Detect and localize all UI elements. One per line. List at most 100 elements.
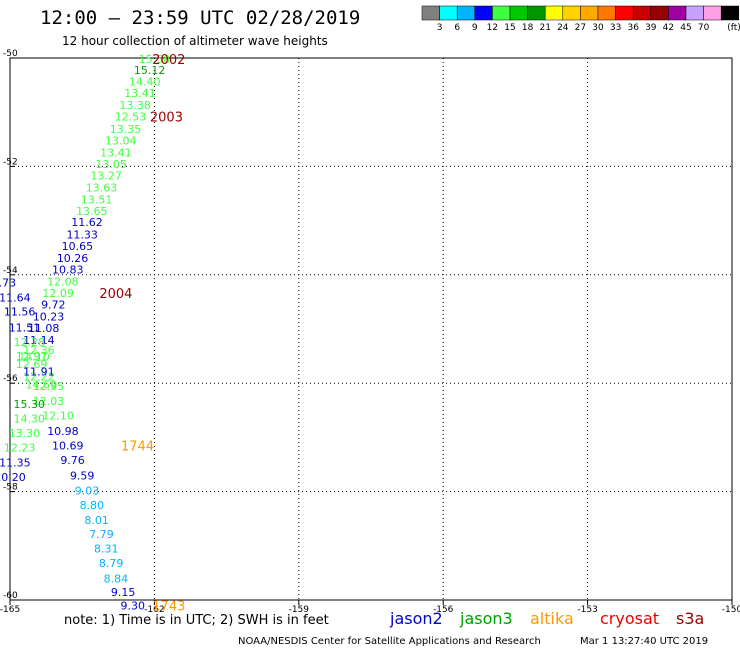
swh-value: 8.79 xyxy=(99,557,124,570)
legend-swatch xyxy=(544,5,564,21)
swh-value: 13.41 xyxy=(124,87,156,100)
swh-value: 14.10 xyxy=(18,351,50,364)
y-axis: -50 -52 -54 -56 -58 -60 xyxy=(3,49,18,601)
swh-value: 12.95 xyxy=(33,380,65,393)
time-label: 1743 xyxy=(152,599,185,614)
legend-label: 36 xyxy=(627,23,639,33)
swh-value: 9.15 xyxy=(111,586,136,599)
swh-value: 11.62 xyxy=(71,216,103,229)
swh-value: 12.36 xyxy=(23,344,55,357)
legend-label: 33 xyxy=(610,23,621,33)
swh-value: 12.03 xyxy=(33,395,65,408)
swh-value: 10.23 xyxy=(33,311,65,324)
legend-swatch xyxy=(668,5,687,21)
swh-value: 9.76 xyxy=(60,454,85,467)
swh-value: 13.41 xyxy=(100,146,132,159)
swh-value: 12.69 xyxy=(16,358,48,371)
swh-value: 12.53 xyxy=(115,111,147,124)
legend-label: 30 xyxy=(592,23,604,33)
x-tick-label: -150 xyxy=(722,605,740,615)
satellite-altika: altika xyxy=(530,609,574,628)
note-text: note: 1) Time is in UTC; 2) SWH is in fe… xyxy=(64,613,329,628)
swh-value: 10.20 xyxy=(0,471,26,484)
legend-label: 39 xyxy=(645,23,657,33)
swh-value: 11.64 xyxy=(0,292,31,305)
legend-swatch xyxy=(509,5,528,21)
satellite-legend: jason2 jason3 altika cryosat s3a xyxy=(389,609,704,628)
swh-value: 13.51 xyxy=(81,193,113,206)
swh-value: 9.30 xyxy=(120,599,145,612)
y-tick-label: -60 xyxy=(3,591,18,601)
legend-label: 12 xyxy=(487,23,498,33)
legend-swatch xyxy=(562,5,581,21)
swh-value: 12.22 xyxy=(23,371,55,384)
swh-value: 14.40 xyxy=(129,75,161,88)
swh-value: 13.38 xyxy=(119,99,151,112)
swh-value: 10.65 xyxy=(62,240,94,253)
time-label: 2002 xyxy=(152,53,185,68)
swh-value: 9.03 xyxy=(75,485,100,498)
swh-value: 8.84 xyxy=(104,572,129,585)
legend-swatch xyxy=(615,5,634,21)
swh-value: 11.08 xyxy=(28,322,60,335)
legend-unit: (ft) xyxy=(727,23,740,33)
satellite-cryosat: cryosat xyxy=(600,609,659,628)
swh-value: 12.09 xyxy=(42,287,74,300)
legend-label: 21 xyxy=(539,23,550,33)
swh-value: 10.26 xyxy=(57,252,89,265)
swh-value: 13.30 xyxy=(9,427,41,440)
legend-label: 15 xyxy=(504,23,515,33)
legend-label: 27 xyxy=(575,23,586,33)
y-tick-label: -54 xyxy=(3,266,18,276)
chart-subtitle: 12 hour collection of altimeter wave hei… xyxy=(62,34,328,48)
legend-swatch xyxy=(439,5,458,21)
legend-swatch xyxy=(650,5,669,21)
swh-value: 12.10 xyxy=(42,410,74,423)
legend-swatch xyxy=(632,5,652,21)
swh-value: 13.63 xyxy=(86,182,118,195)
legend-label: 24 xyxy=(557,23,569,33)
swh-value: 9.59 xyxy=(70,469,95,482)
swh-value: 9.72 xyxy=(41,299,66,312)
x-tick-label: -156 xyxy=(433,605,454,615)
swh-value: 13.27 xyxy=(91,170,123,183)
time-label: 1744 xyxy=(121,440,154,455)
swh-value: 13.35 xyxy=(110,123,142,136)
legend-swatch xyxy=(527,5,546,21)
legend-swatch xyxy=(720,5,740,21)
swh-value: 14.69 xyxy=(26,378,58,391)
x-tick-label: -153 xyxy=(577,605,597,615)
legend-label: 6 xyxy=(454,23,460,33)
y-tick-label: -56 xyxy=(3,374,18,384)
legend-swatch xyxy=(492,5,511,21)
time-label: 2004 xyxy=(99,287,132,302)
swh-value: 11.56 xyxy=(4,306,36,319)
x-tick-label: -165 xyxy=(0,605,20,615)
footer-timestamp: Mar 1 13:27:40 UTC 2019 xyxy=(580,636,708,647)
swh-value: 11.73 xyxy=(0,276,16,289)
swh-value: 15.30 xyxy=(14,398,46,411)
legend-swatch xyxy=(580,5,599,21)
swh-value: 13.05 xyxy=(95,158,127,171)
legend-label: 42 xyxy=(663,23,674,33)
x-tick-label: -162 xyxy=(144,605,164,615)
swh-value: 8.01 xyxy=(84,514,109,527)
color-legend: 3 6 9 12 15 18 21 24 27 30 33 36 39 42 45 70 (ft) xyxy=(421,5,740,33)
swh-value: 12.97 xyxy=(16,350,48,363)
swh-value: 10.83 xyxy=(52,263,84,276)
legend-swatch xyxy=(421,5,440,21)
x-axis: -165 -162 -159 -156 -153 -150 xyxy=(0,600,740,615)
swh-value: 11.51 xyxy=(9,321,41,334)
swh-value: 14.30 xyxy=(14,412,46,425)
satellite-s3a: s3a xyxy=(676,609,704,628)
swh-values: 15.5815.1214.4013.4113.3812.5313.3513.04… xyxy=(0,53,170,612)
legend-swatch xyxy=(703,5,722,21)
legend-label: 3 xyxy=(437,23,443,33)
y-tick-label: -50 xyxy=(3,49,18,59)
satellite-jason3: jason3 xyxy=(459,609,513,628)
swh-value: 12.28 xyxy=(14,336,46,349)
y-tick-label: -52 xyxy=(3,157,18,167)
satellite-jason2: jason2 xyxy=(389,609,443,628)
